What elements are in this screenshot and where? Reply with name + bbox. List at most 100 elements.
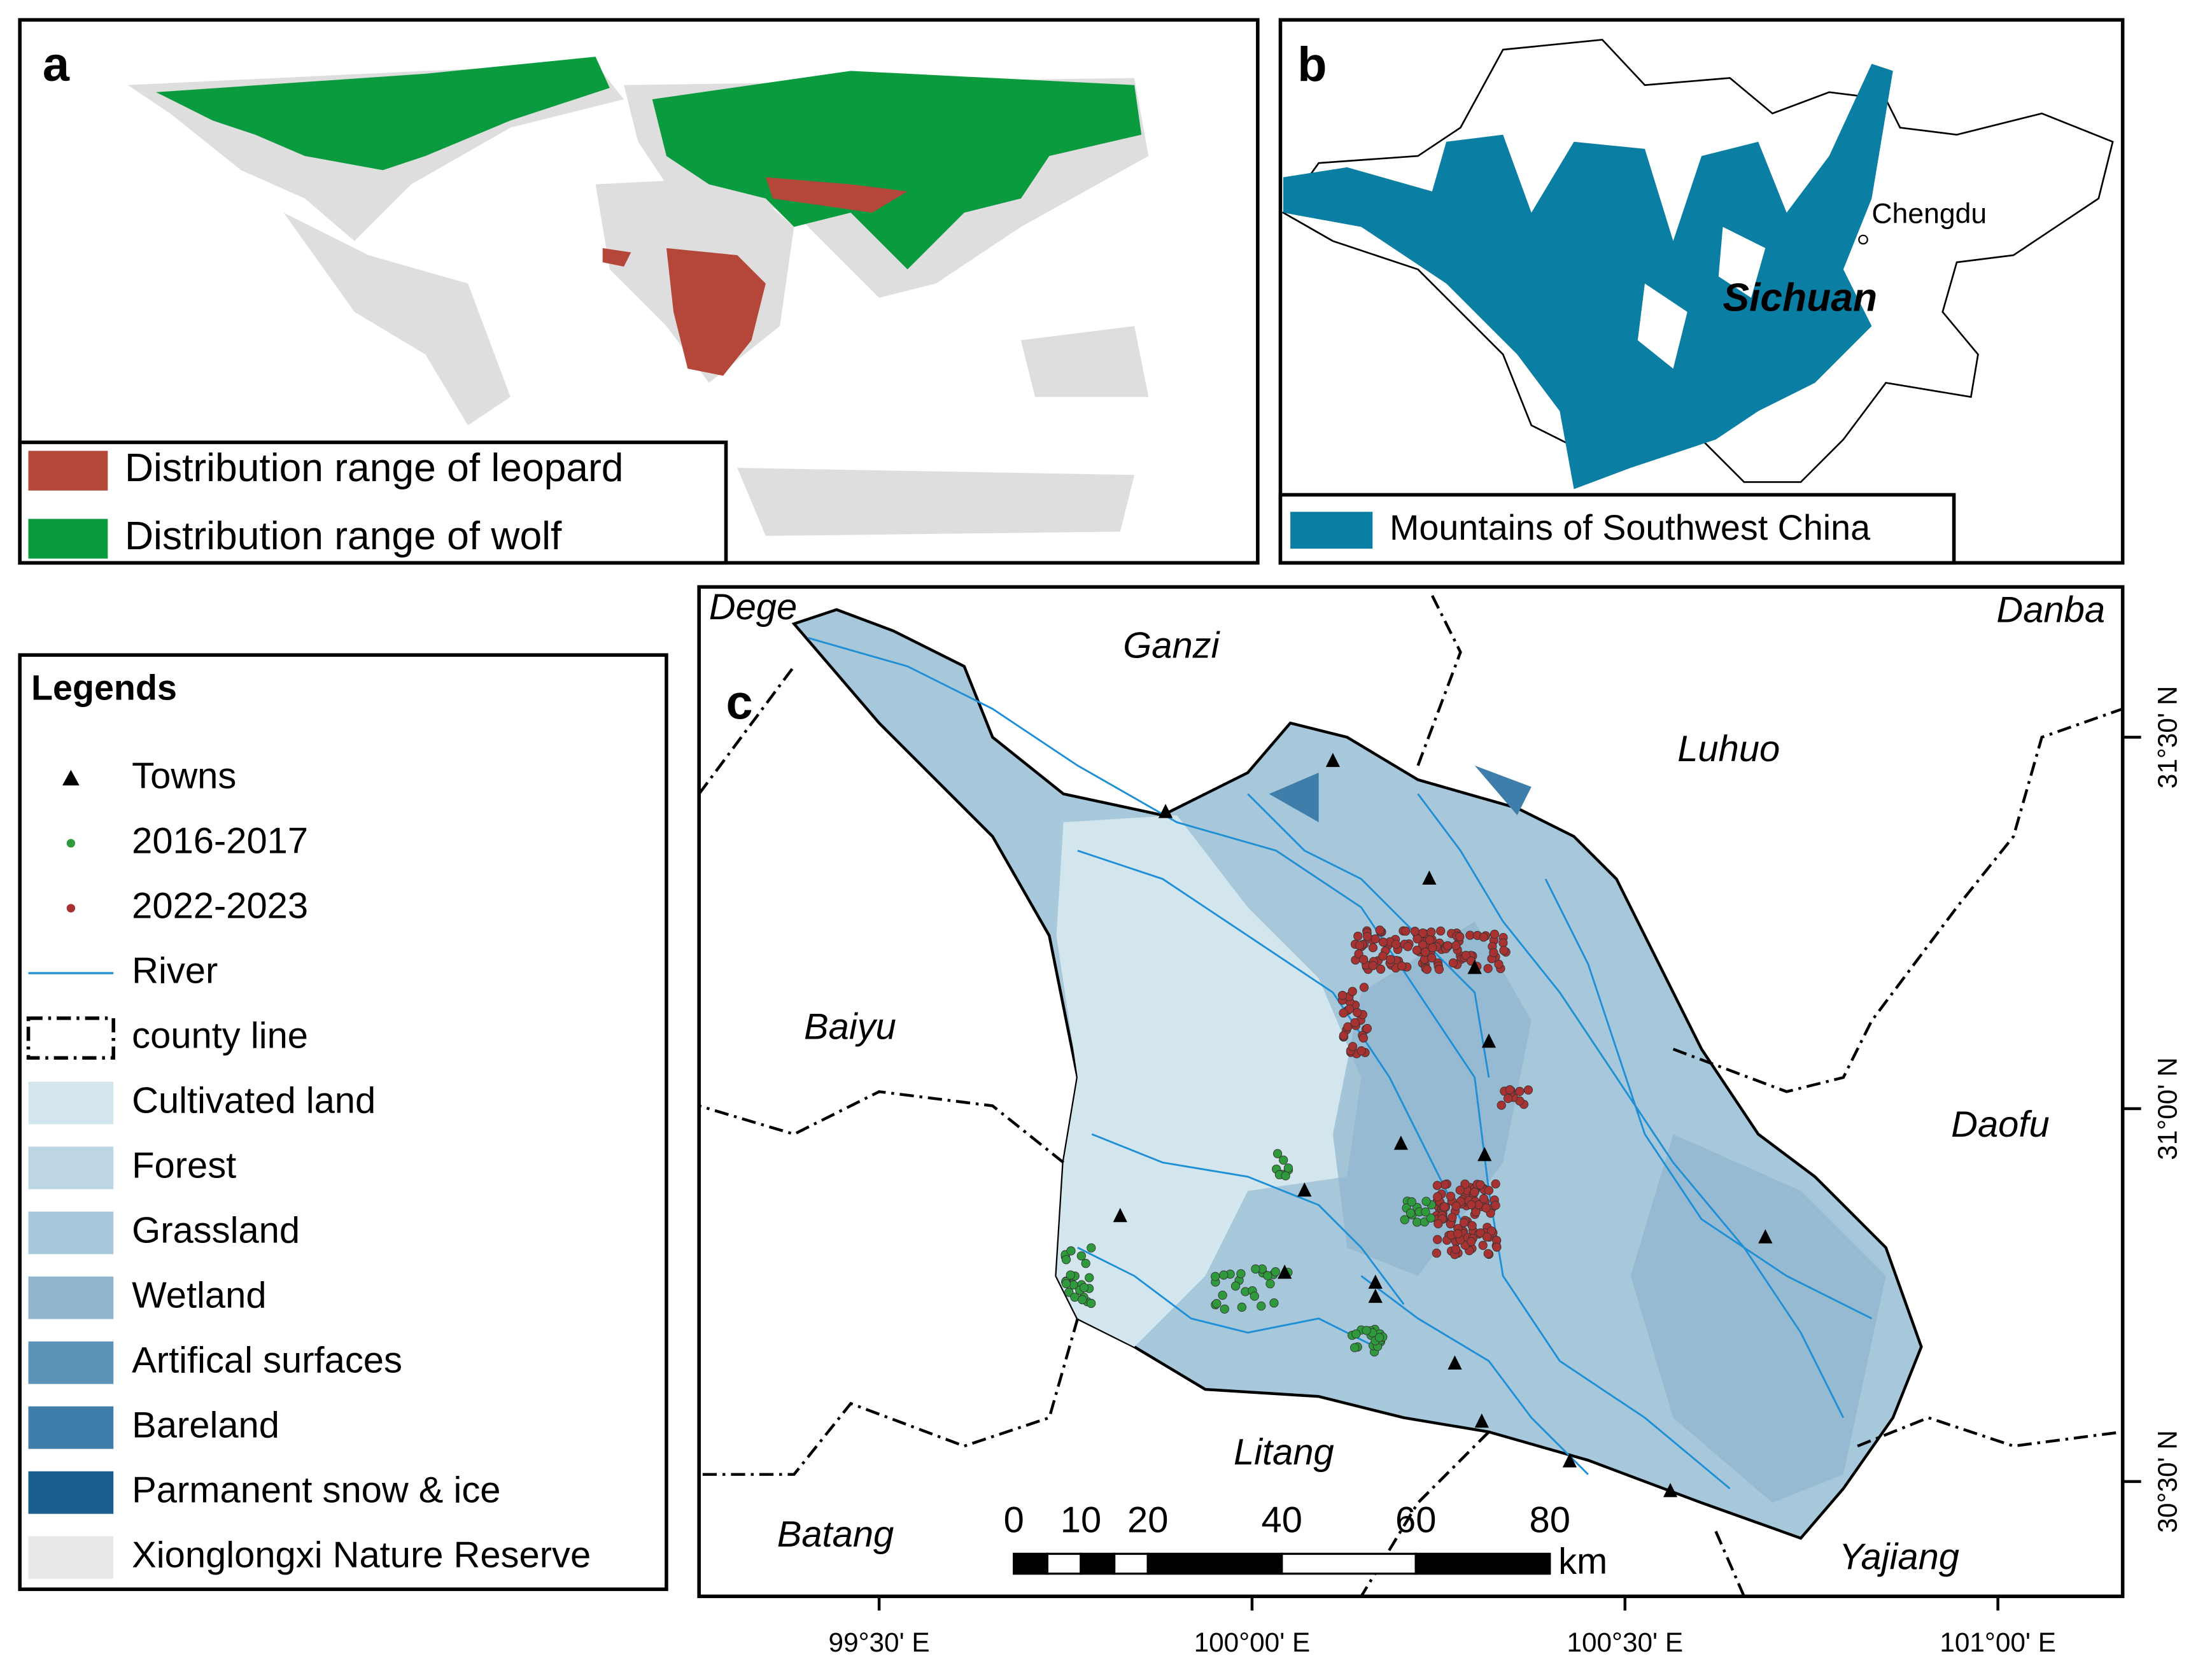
survey-point bbox=[1386, 955, 1395, 964]
survey-point bbox=[1434, 964, 1444, 974]
survey-point bbox=[1281, 1171, 1290, 1181]
survey-point bbox=[1434, 1219, 1443, 1228]
survey-point bbox=[1257, 1301, 1266, 1311]
place-name: Litang bbox=[1234, 1432, 1334, 1473]
survey-point bbox=[1451, 1244, 1461, 1254]
leopard-range bbox=[602, 177, 908, 376]
legend-label: Artifical surfaces bbox=[132, 1340, 402, 1380]
survey-point bbox=[1433, 1235, 1442, 1244]
survey-point bbox=[1358, 1033, 1368, 1043]
scale-tick-label: 80 bbox=[1530, 1500, 1570, 1541]
survey-point bbox=[1446, 1191, 1456, 1201]
place-name: Batang bbox=[777, 1514, 894, 1555]
scale-segment bbox=[1414, 1552, 1551, 1575]
place-name: Luhuo bbox=[1677, 729, 1780, 769]
survey-point bbox=[1476, 1228, 1485, 1238]
town bbox=[1368, 1288, 1383, 1303]
wolf-range bbox=[156, 57, 1142, 270]
survey-point bbox=[1470, 1188, 1479, 1197]
legend-box bbox=[18, 440, 728, 565]
survey-point bbox=[1378, 951, 1388, 961]
legend-label: county line bbox=[132, 1015, 308, 1056]
survey-point bbox=[1432, 1181, 1442, 1190]
survey-point bbox=[1220, 1304, 1229, 1314]
survey-point bbox=[1356, 1046, 1366, 1056]
survey-point bbox=[1066, 1270, 1075, 1280]
survey-point bbox=[1455, 932, 1465, 941]
survey-point bbox=[1350, 1018, 1360, 1028]
survey-point bbox=[1363, 932, 1372, 941]
survey-point bbox=[1479, 1194, 1489, 1203]
scale-tick-label: 60 bbox=[1395, 1500, 1436, 1541]
survey-point bbox=[1440, 1180, 1449, 1189]
survey-point bbox=[1218, 1291, 1227, 1300]
panel-b: Chengdu Sichuan b Mountains of Southwest… bbox=[1278, 18, 2125, 565]
legend-box bbox=[1278, 493, 1956, 565]
town bbox=[1297, 1182, 1312, 1197]
place-name: Dege bbox=[709, 587, 797, 628]
lon-label: 101°00' E bbox=[1940, 1627, 2056, 1657]
survey-point bbox=[1427, 927, 1436, 937]
survey-point bbox=[1490, 929, 1500, 939]
graticule-labels: 99°30' E 100°00' E 100°30' E 101°00' E 31°30… bbox=[829, 686, 2183, 1658]
town bbox=[1663, 1483, 1678, 1498]
valleys bbox=[1637, 227, 1766, 369]
survey-point bbox=[1436, 926, 1446, 936]
legend-label: Forest bbox=[132, 1145, 236, 1186]
town bbox=[1562, 1453, 1577, 1468]
survey-point bbox=[1426, 1213, 1435, 1223]
legend-label: 2022-2023 bbox=[132, 885, 308, 926]
legend-label: Xionglongxi Nature Reserve bbox=[132, 1535, 591, 1576]
survey-point bbox=[1492, 1242, 1502, 1252]
survey-point bbox=[1368, 943, 1378, 953]
panel-c: c Dege Ganzi Danba Luhuo Baiyu Daofu Litang Bat… bbox=[697, 585, 2183, 1658]
river bbox=[1417, 793, 1845, 1419]
legend-symbol bbox=[28, 1536, 114, 1579]
town bbox=[1474, 1413, 1489, 1428]
river bbox=[1091, 1133, 1405, 1305]
lon-label: 100°00' E bbox=[1194, 1627, 1311, 1657]
town bbox=[1477, 1147, 1492, 1161]
survey-point bbox=[1410, 927, 1420, 936]
legend-swatch bbox=[1290, 512, 1373, 549]
survey-point bbox=[1427, 953, 1437, 963]
survey-point bbox=[1523, 1085, 1533, 1095]
survey-point bbox=[1368, 961, 1377, 971]
scale-segment bbox=[1146, 1552, 1283, 1575]
survey-point bbox=[1087, 1298, 1096, 1309]
survey-point bbox=[1362, 1326, 1371, 1335]
town bbox=[1278, 1265, 1292, 1279]
panel-label: c bbox=[726, 675, 753, 729]
survey-point bbox=[1478, 1240, 1488, 1250]
legend-symbol bbox=[66, 904, 76, 913]
survey-point bbox=[1271, 1267, 1280, 1277]
survey-point bbox=[1212, 1299, 1222, 1309]
survey-point bbox=[1269, 1298, 1279, 1308]
survey-point bbox=[1350, 1343, 1360, 1352]
survey-point bbox=[1081, 1259, 1090, 1268]
lon-label: 100°30' E bbox=[1567, 1627, 1683, 1657]
city-marker bbox=[1858, 234, 1868, 245]
survey-point bbox=[1483, 964, 1493, 973]
survey-point bbox=[1491, 1179, 1500, 1189]
legend-title: Legends bbox=[31, 668, 177, 708]
scale-segment bbox=[1013, 1552, 1049, 1575]
survey-point bbox=[1279, 1155, 1288, 1165]
legend-swatch bbox=[28, 519, 108, 559]
survey-point bbox=[1407, 1197, 1416, 1207]
survey-point bbox=[1479, 932, 1488, 942]
survey-point bbox=[1491, 1200, 1500, 1210]
survey-point bbox=[1236, 1269, 1246, 1279]
place-name: Yajiang bbox=[1839, 1537, 1959, 1578]
survey-point bbox=[1355, 941, 1365, 950]
legend-label: Wetland bbox=[132, 1275, 266, 1316]
legends: Legends Towns 2016-2017 2022-2023 River coun… bbox=[18, 653, 668, 1591]
scale-segment bbox=[1113, 1552, 1149, 1575]
legend-label: Cultivated land bbox=[132, 1080, 376, 1121]
survey-point bbox=[1448, 958, 1458, 968]
survey-point bbox=[1066, 1246, 1076, 1256]
survey-point bbox=[1483, 1249, 1493, 1258]
province-label: Sichuan bbox=[1722, 276, 1877, 320]
